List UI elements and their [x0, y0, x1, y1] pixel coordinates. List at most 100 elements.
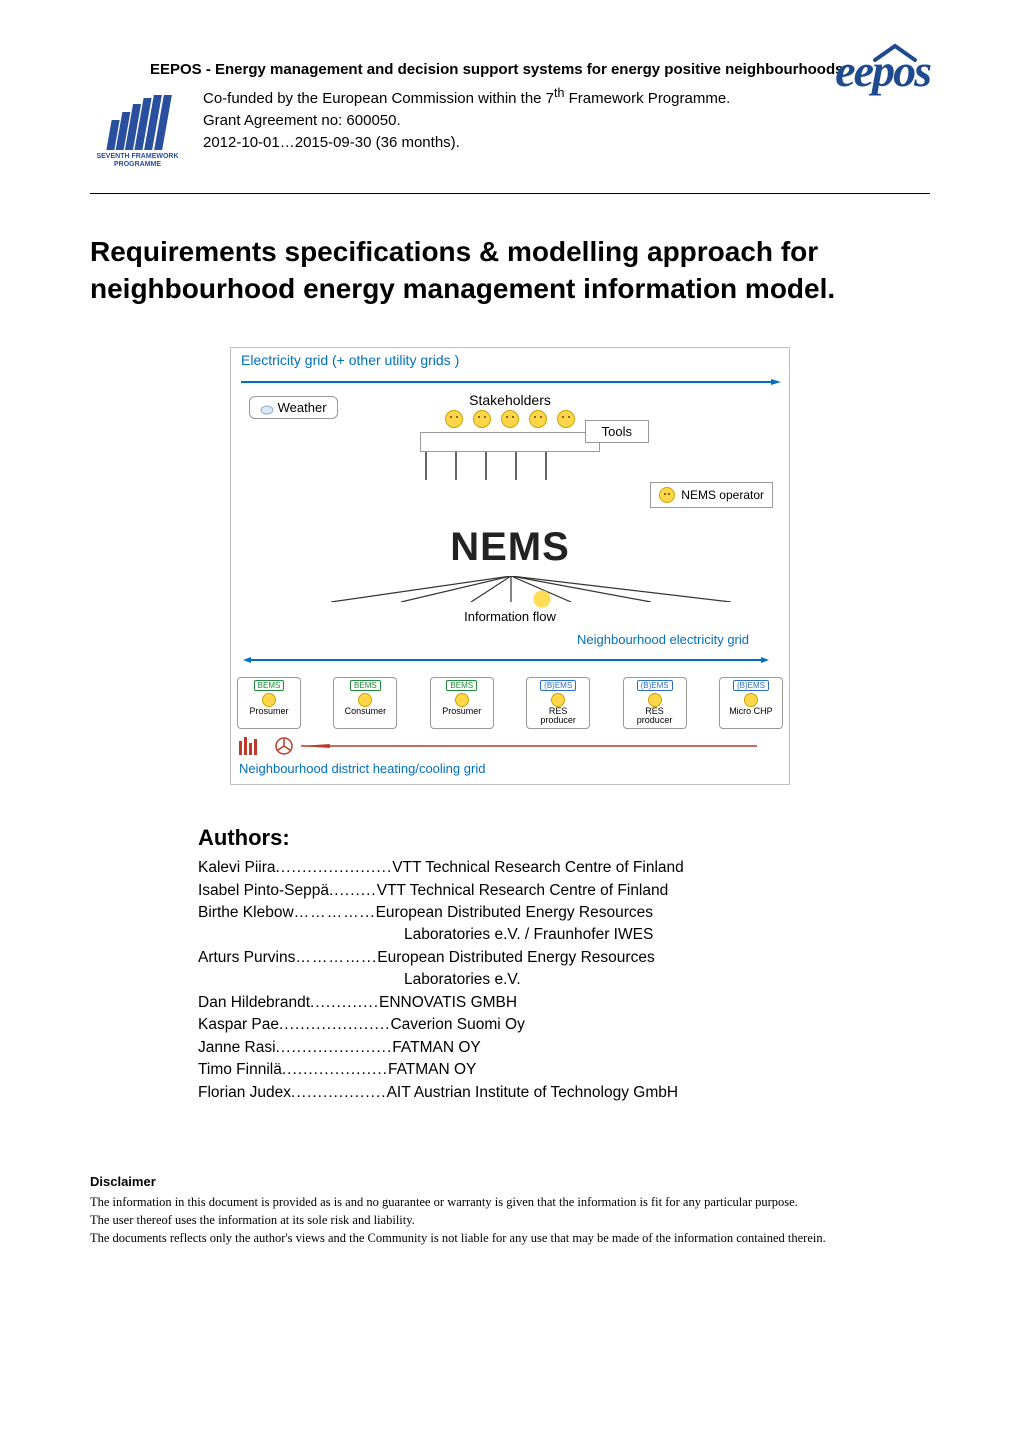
smiley-icon	[659, 487, 675, 503]
author-affiliation: European Distributed Energy Resources	[376, 902, 653, 924]
smiley-icon	[445, 410, 463, 428]
node-label: Prosumer	[434, 707, 490, 716]
funding-line3: 2012-10-01…2015-09-30 (36 months).	[203, 134, 460, 151]
disclaimer-line: The documents reflects only the author's…	[90, 1229, 930, 1247]
smiley-icon	[529, 410, 547, 428]
fp7-label: SEVENTH FRAMEWORK PROGRAMME	[90, 153, 185, 168]
funding-line1a: Co-funded by the European Commission wit…	[203, 90, 554, 107]
page-header: EEPOS - Energy management and decision s…	[90, 60, 930, 179]
author-affiliation: AIT Austrian Institute of Technology Gmb…	[387, 1082, 679, 1104]
nems-logo: NEMS	[450, 525, 570, 570]
arrows-fan-icon	[231, 576, 789, 602]
fan-icon	[275, 737, 293, 755]
heating-arrow-icon	[301, 744, 781, 748]
author-name: Dan Hildebrandt	[198, 992, 310, 1014]
plant-icon	[239, 737, 267, 755]
fp7-bars-icon	[109, 95, 167, 150]
author-affiliation: VTT Technical Research Centre of Finland	[392, 857, 684, 879]
smiley-icon	[744, 693, 758, 707]
node-label: Micro CHP	[723, 707, 779, 716]
smiley-icon	[262, 693, 276, 707]
author-dots: …………...	[294, 902, 376, 924]
bottom-nodes-row: BEMS Prosumer BEMS Consumer BEMS Prosumer (B)E…	[231, 669, 789, 735]
tools-box: Tools	[585, 420, 649, 443]
weather-label: Weather	[278, 400, 327, 415]
author-line: Dan Hildebrandt.............ENNOVATIS GM…	[198, 992, 930, 1014]
header-row: SEVENTH FRAMEWORK PROGRAMME Co-funded by…	[90, 84, 930, 179]
node-label: RES producer	[530, 707, 586, 725]
main-title: Requirements specifications & modelling …	[90, 234, 930, 307]
author-dots: ....................	[282, 1059, 388, 1081]
smiley-icon	[551, 693, 565, 707]
author-affiliation-cont: Laboratories e.V.	[404, 969, 930, 991]
smiley-icon	[501, 410, 519, 428]
node-label: RES producer	[627, 707, 683, 725]
bems-tag: BEMS	[446, 680, 477, 691]
funding-text: Co-funded by the European Commission wit…	[203, 84, 817, 153]
bems-tag: (B)EMS	[637, 680, 673, 691]
bems-tag: BEMS	[254, 680, 285, 691]
nems-center: NEMS	[231, 525, 789, 570]
nems-operator-box: NEMS operator	[650, 482, 773, 508]
funding-super: th	[554, 86, 564, 100]
diagram-container: Electricity grid (+ other utility grids …	[90, 347, 930, 785]
fp7-logo: SEVENTH FRAMEWORK PROGRAMME	[90, 84, 185, 179]
author-affiliation: FATMAN OY	[388, 1059, 476, 1081]
smiley-icon	[648, 693, 662, 707]
author-name: Birthe Klebow	[198, 902, 294, 924]
nems-diagram: Electricity grid (+ other utility grids …	[230, 347, 790, 785]
author-affiliation: Caverion Suomi Oy	[390, 1014, 524, 1036]
author-line: Kalevi Piira......................VTT Te…	[198, 857, 930, 879]
diagram-node: BEMS Prosumer	[430, 677, 494, 729]
author-affiliation: VTT Technical Research Centre of Finland	[377, 880, 669, 902]
author-line: Isabel Pinto-Seppä .........VTT Technica…	[198, 880, 930, 902]
top-grid-label: Electricity grid (+ other utility grids …	[231, 348, 789, 372]
author-name: Janne Rasi	[198, 1037, 276, 1059]
author-name: Kaspar Pae	[198, 1014, 279, 1036]
sun-icon	[531, 588, 553, 610]
author-line: Kaspar Pae.....................Caverion …	[198, 1014, 930, 1036]
author-line: Florian Judex ..................AIT Aust…	[198, 1082, 930, 1104]
author-line: Birthe Klebow…………... European Distribute…	[198, 902, 930, 924]
author-dots: .............	[310, 992, 379, 1014]
top-grid-arrow-icon	[231, 379, 789, 385]
node-label: Consumer	[337, 707, 393, 716]
author-affiliation: FATMAN OY	[392, 1037, 480, 1059]
nems-operator-label: NEMS operator	[681, 488, 764, 502]
author-affiliation-cont: Laboratories e.V. / Fraunhofer IWES	[404, 924, 930, 946]
smiley-icon	[557, 410, 575, 428]
author-name: Isabel Pinto-Seppä	[198, 880, 329, 902]
node-label: Prosumer	[241, 707, 297, 716]
author-dots: .........	[329, 880, 377, 902]
smiley-icon	[473, 410, 491, 428]
bems-tag: (B)EMS	[540, 680, 576, 691]
header-divider	[90, 193, 930, 194]
author-name: Arturs Purvins	[198, 947, 295, 969]
author-affiliation: ENNOVATIS GMBH	[379, 992, 517, 1014]
weather-box: Weather	[249, 396, 338, 419]
author-dots: …………...	[295, 947, 377, 969]
diagram-node: BEMS Consumer	[333, 677, 397, 729]
smiley-icon	[358, 693, 372, 707]
author-dots: ..................	[291, 1082, 387, 1104]
neigh-elec-arrow-icon	[231, 656, 789, 664]
author-dots: ......................	[276, 857, 393, 879]
authors-heading: Authors:	[198, 825, 930, 851]
author-line: Timo Finnilä ....................FATMAN …	[198, 1059, 930, 1081]
heating-bar	[231, 735, 789, 761]
heating-label: Neighbourhood district heating/cooling g…	[231, 761, 789, 784]
bems-tag: BEMS	[350, 680, 381, 691]
disclaimer-line: The user thereof uses the information at…	[90, 1211, 930, 1229]
author-name: Timo Finnilä	[198, 1059, 282, 1081]
author-name: Kalevi Piira	[198, 857, 276, 879]
eepos-roof-icon	[870, 42, 920, 62]
author-dots: .....................	[279, 1014, 390, 1036]
neigh-elec-label: Neighbourhood electricity grid	[231, 632, 789, 647]
author-dots: ......................	[276, 1037, 393, 1059]
disclaimer-body: The information in this document is prov…	[90, 1193, 930, 1247]
diagram-node: (B)EMS RES producer	[526, 677, 590, 729]
smiley-icon	[455, 693, 469, 707]
diagram-node: (B)EMSMicro CHP	[719, 677, 783, 729]
funding-line1b: Framework Programme.	[564, 90, 730, 107]
stakeholders-box	[420, 432, 600, 452]
